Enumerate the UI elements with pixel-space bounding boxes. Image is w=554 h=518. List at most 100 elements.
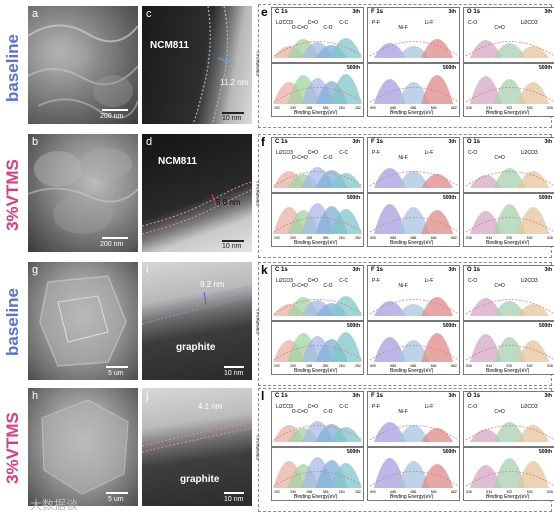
xps-peak (329, 74, 362, 104)
xps-peak-label: C-C (339, 20, 349, 26)
xps-peak (329, 209, 362, 234)
xps-tick-label: 288 (306, 106, 313, 110)
xps-cycle-label: 500th (442, 65, 456, 71)
xps-tick-label: 532 (506, 106, 513, 110)
xps-element-title: C 1s (275, 9, 288, 15)
xps-cycle-label: 500th (538, 195, 552, 201)
panel-letter: g (32, 264, 39, 276)
xps-subplot-F-top: F 1s 3th P-F Ni-F Li-F (367, 7, 460, 63)
xps-plot (369, 333, 458, 362)
panel-letter: d (146, 136, 153, 148)
xps-tick-label: 284 (338, 364, 345, 368)
row-label-2: 3%VTMS (2, 135, 24, 255)
xps-peak (397, 304, 430, 316)
xps-tick-label: 682 (451, 106, 457, 110)
xps-peak-label: O-C=O (291, 283, 308, 289)
xps-xlabel: Binding Energy(eV) (390, 368, 434, 374)
xps-tick-label: 536 (466, 236, 472, 240)
xps-peak-label: C-O (468, 20, 478, 26)
xps-peak-label: Li2CO3 (520, 278, 538, 284)
xps-plot (273, 457, 362, 488)
xps-xlabel: Binding Energy(eV) (294, 494, 338, 500)
xps-peak (517, 461, 550, 488)
xps-peak (329, 332, 362, 362)
xps-peak (397, 46, 430, 58)
xps-cycle-label: 3th (448, 139, 457, 145)
scale-bar (224, 492, 244, 494)
row-label-1: baseline (2, 8, 24, 128)
panel-letter: k (261, 263, 268, 277)
xps-xlabel: Binding Energy(eV) (390, 240, 434, 246)
xps-xlabel: Binding Energy(eV) (294, 368, 338, 374)
material-label: NCM811 (158, 156, 197, 167)
xps-element-title: F 1s (371, 393, 384, 399)
xps-tick-label: 282 (355, 106, 361, 110)
xps-tick-label: 690 (370, 236, 376, 240)
panel-letter: h (32, 390, 39, 402)
xps-peak (421, 39, 454, 58)
xps-peak (373, 337, 406, 362)
xps-cycle-label: 3th (544, 393, 553, 399)
xps-xlabel: Binding Energy(eV) (486, 110, 530, 116)
scale-label: 200 nm (100, 113, 124, 120)
xps-tick-label: 532 (506, 490, 513, 494)
xps-cycle-label: 3th (544, 139, 553, 145)
xps-tick-label: 688 (390, 236, 397, 240)
xps-tick-label: 690 (370, 106, 376, 110)
xps-plot (369, 168, 458, 188)
xps-peak-label: C-O (468, 150, 478, 156)
xps-tick-label: 530 (526, 106, 533, 110)
xps-envelope (369, 299, 458, 315)
xps-element-title: C 1s (275, 139, 288, 145)
xps-peak (373, 204, 406, 234)
xps-tick-label: 686 (410, 490, 417, 494)
xps-subplot-C-top: C 1s 3th Li2CO3 O-C=O C=O C-O C-C (271, 137, 364, 193)
xps-cycle-label: 500th (442, 449, 456, 455)
xps-peak (493, 43, 526, 58)
xps-peak (493, 337, 526, 362)
scale-label: 10 nm (222, 243, 242, 250)
panel-letter: b (32, 136, 39, 148)
xps-peak-label: Li-F (424, 150, 434, 156)
xps-element-title: O 1s (467, 267, 481, 273)
xps-peak-label: Li2CO3 (276, 278, 293, 284)
xps-xlabel: Binding Energy(eV) (486, 494, 530, 500)
xps-tick-label: 534 (486, 106, 493, 110)
xps-subplot-C-top: C 1s 3th Li2CO3 O-C=O C=O C-O C-C (271, 7, 364, 63)
scale-label: 10 nm (222, 115, 242, 122)
xps-peak (373, 301, 406, 316)
xps-peak-label: C-O (468, 404, 478, 410)
xps-peak-label: Ni-F (398, 155, 408, 161)
sem-texture (28, 148, 138, 234)
xps-tick-label: 684 (430, 106, 437, 110)
xps-peak-label: Ni-F (398, 409, 408, 415)
scale-label: 200 nm (100, 241, 124, 248)
xps-tick-label: 282 (355, 236, 361, 240)
xps-xlabel: Binding Energy(eV) (294, 110, 338, 116)
scale-bar (106, 366, 128, 368)
thickness-label: 9.2 nm (200, 280, 225, 289)
xps-cycle-label: 3th (352, 267, 361, 273)
xps-subplot-F-bottom: 500th 690 688 686 684 682 Binding Energy(eV) (367, 447, 460, 501)
xps-plot (369, 458, 458, 488)
xps-plot (465, 298, 554, 316)
xps-element-title: F 1s (371, 9, 384, 15)
xps-tick-label: 290 (290, 364, 297, 368)
xps-peak-label: P-F (372, 20, 381, 26)
xps-tick-label: 290 (290, 490, 297, 494)
xps-peak-label: Li2CO3 (276, 20, 293, 26)
xps-peak (469, 40, 502, 58)
xps-plot (273, 332, 362, 362)
xps-cycle-label: 3th (352, 9, 361, 15)
xps-tick-label: 288 (306, 490, 313, 494)
xps-peak (421, 333, 454, 362)
xps-peak (397, 171, 430, 188)
xps-peak-label: Li2CO3 (276, 404, 293, 410)
xps-tick-label: 682 (451, 490, 457, 494)
row-label-3: baseline (2, 262, 24, 382)
xps-cycle-label: 500th (346, 323, 360, 329)
xps-tick-label: 686 (410, 236, 417, 240)
